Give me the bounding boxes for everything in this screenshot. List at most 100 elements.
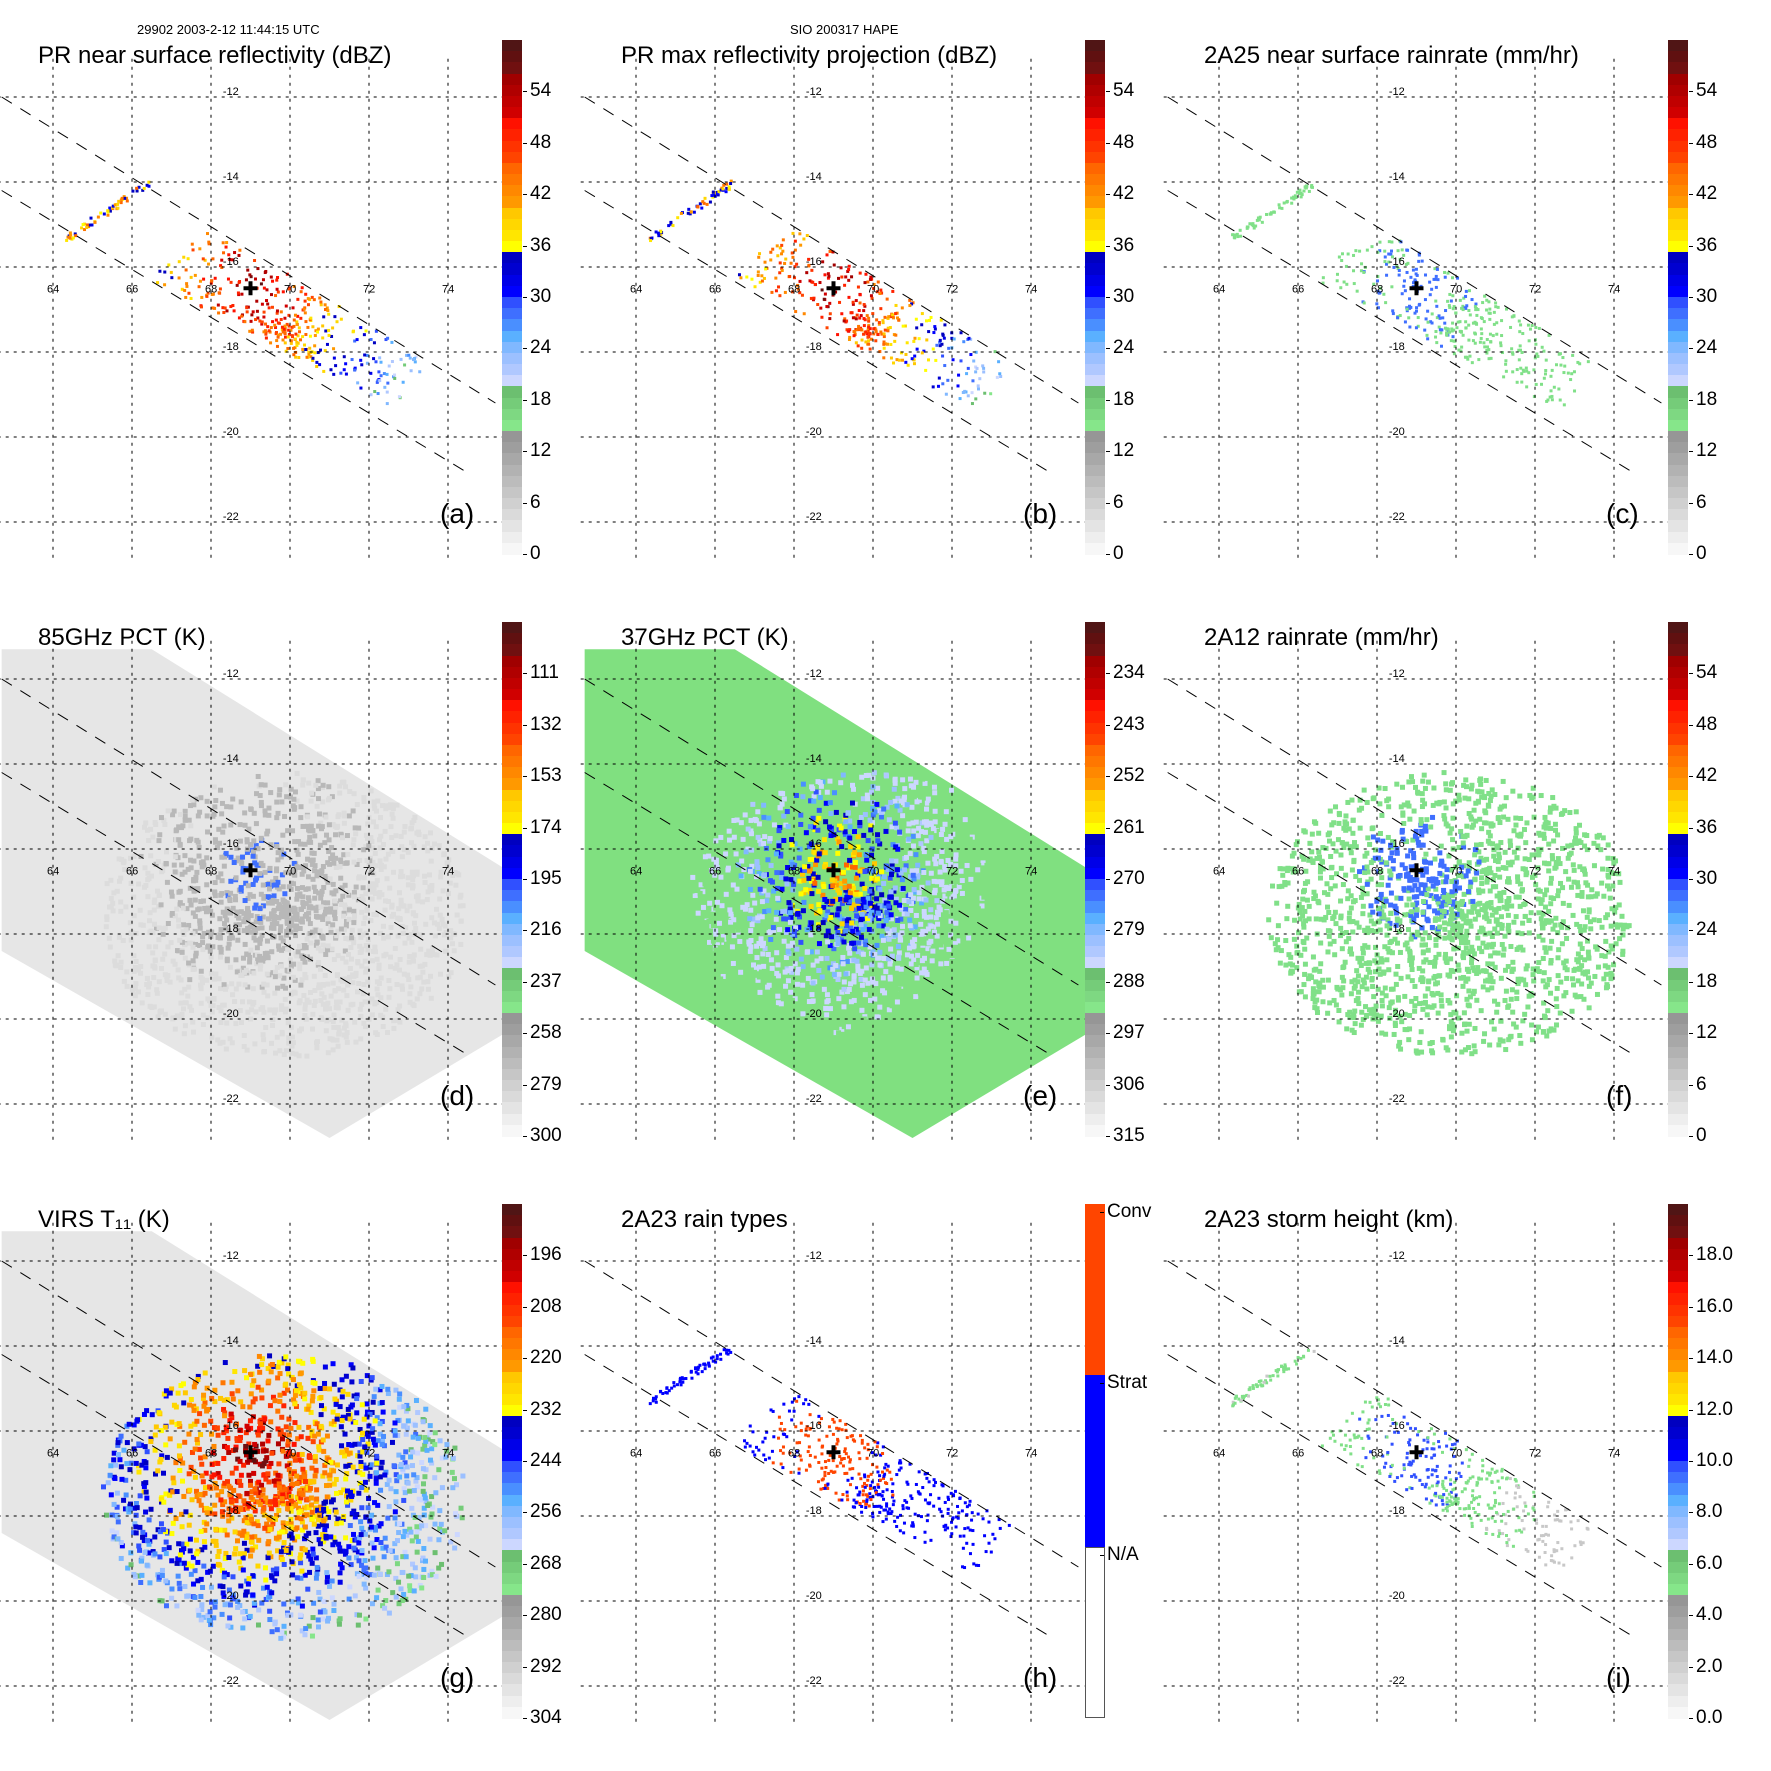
lon-tick-label: 64 <box>630 866 642 878</box>
data-cell <box>199 980 205 986</box>
data-cell <box>1489 340 1493 344</box>
data-cell <box>289 917 295 923</box>
data-cell <box>428 950 434 956</box>
data-cell <box>315 796 321 802</box>
data-cell <box>748 937 754 943</box>
data-cell <box>843 283 847 287</box>
data-cell <box>356 825 362 831</box>
data-cell <box>855 844 861 850</box>
data-cell <box>909 804 915 810</box>
data-cell <box>882 356 886 360</box>
data-cell <box>789 261 793 265</box>
data-cell <box>1544 368 1548 372</box>
data-cell <box>142 865 148 871</box>
data-cell <box>321 336 325 340</box>
data-cell <box>159 869 165 875</box>
data-cell <box>255 846 261 852</box>
data-cell <box>752 900 758 906</box>
data-cell <box>323 1003 329 1009</box>
data-cell <box>835 937 841 943</box>
data-cell <box>1405 248 1409 252</box>
data-cell <box>278 1006 284 1012</box>
data-cell <box>261 981 267 987</box>
data-cell <box>302 971 308 977</box>
data-cell <box>919 900 925 906</box>
data-cell <box>172 913 178 919</box>
data-cell <box>373 863 379 869</box>
data-cell <box>824 913 830 919</box>
data-cell <box>253 929 259 935</box>
data-cell <box>819 306 823 310</box>
data-cell <box>211 257 215 261</box>
data-cell <box>835 887 841 893</box>
data-cell <box>907 923 913 929</box>
data-cell <box>1301 982 1307 988</box>
data-cell <box>788 965 794 971</box>
data-cell <box>879 330 883 334</box>
data-cell <box>906 363 910 367</box>
data-cell <box>265 894 271 900</box>
data-cell <box>857 970 863 976</box>
panel-label: (d) <box>440 1080 475 1111</box>
data-cell <box>272 1007 278 1013</box>
data-cell <box>114 888 120 894</box>
data-cell <box>409 820 415 826</box>
data-cell <box>262 782 268 788</box>
data-cell <box>242 982 248 988</box>
lon-tick-label: 66 <box>126 866 138 878</box>
data-cell <box>279 872 285 878</box>
data-cell <box>800 908 806 914</box>
data-cell <box>828 914 834 920</box>
data-cell <box>1265 212 1269 216</box>
data-cell <box>357 858 363 864</box>
data-cell <box>287 313 291 317</box>
data-cell <box>811 298 815 302</box>
data-cell <box>768 957 774 963</box>
data-cell <box>228 822 234 828</box>
data-cell <box>317 966 323 972</box>
map-plot: 64 66 68 70 72 74-12-14-16-18-20-22 <box>580 640 1091 1143</box>
data-cell <box>1425 333 1429 337</box>
data-cell <box>996 863 1002 869</box>
data-cell <box>221 1002 227 1008</box>
data-cell <box>116 856 122 862</box>
data-cell <box>870 806 876 812</box>
data-cell <box>222 251 226 255</box>
colorbar-segment <box>1668 107 1688 119</box>
data-cell <box>1292 197 1296 201</box>
data-cell <box>980 1003 986 1009</box>
data-cell <box>895 917 901 923</box>
data-cell <box>119 857 125 863</box>
data-cell <box>325 879 331 885</box>
data-cell <box>299 338 303 342</box>
data-cell <box>359 386 363 390</box>
data-cell <box>1521 332 1525 336</box>
data-cell <box>982 902 988 908</box>
data-cell <box>847 835 853 841</box>
data-cell <box>723 851 729 857</box>
data-cell <box>1463 355 1467 359</box>
data-cell <box>212 837 218 843</box>
data-cell <box>858 293 862 297</box>
data-cell <box>816 922 822 928</box>
data-cell <box>237 253 241 257</box>
data-cell <box>688 212 692 216</box>
data-cell <box>853 907 859 913</box>
data-cell <box>996 819 1002 825</box>
data-cell <box>882 994 888 1000</box>
data-cell <box>876 910 882 916</box>
colorbar-segment <box>1085 778 1105 791</box>
data-cell <box>816 941 822 947</box>
data-cell <box>870 812 876 818</box>
lat-tick-label: -12 <box>223 86 239 98</box>
data-cell <box>326 848 332 854</box>
data-cell <box>99 211 103 215</box>
data-cell <box>225 907 231 913</box>
data-cell <box>887 315 891 319</box>
data-cell <box>273 323 277 327</box>
data-cell <box>106 935 112 941</box>
data-cell <box>388 805 394 811</box>
data-cell <box>899 351 903 355</box>
data-cell <box>395 933 401 939</box>
data-cell <box>708 982 714 988</box>
